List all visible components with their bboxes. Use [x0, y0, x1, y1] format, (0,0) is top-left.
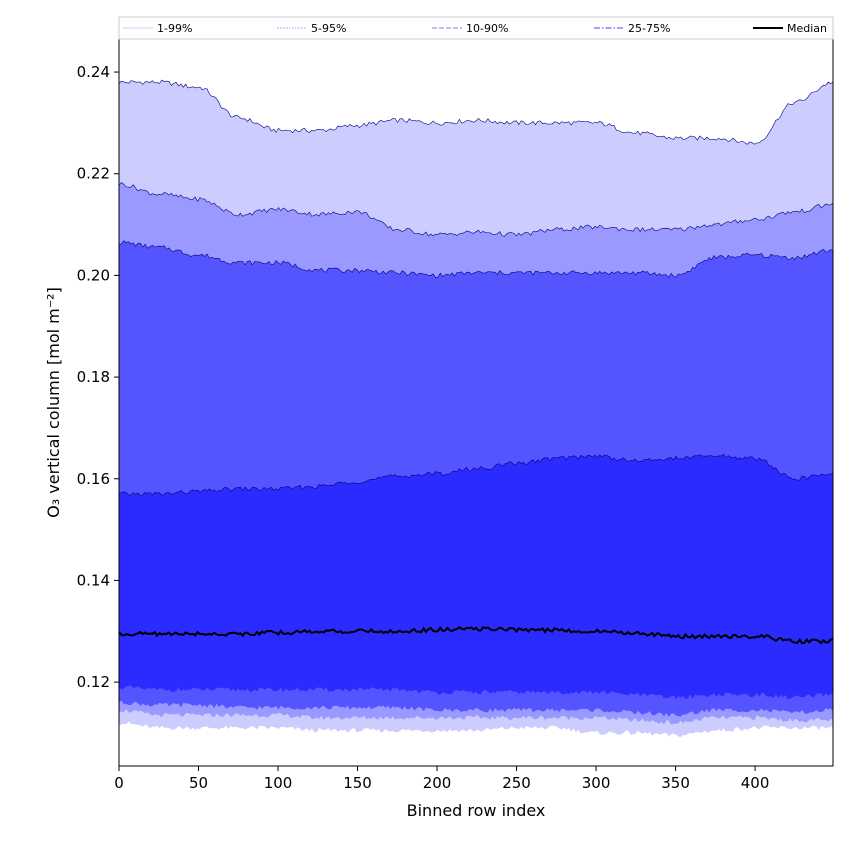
- median-layer: [118, 625, 834, 645]
- x-axis-label: Binned row index: [407, 801, 546, 820]
- x-tick-label: 350: [661, 774, 690, 792]
- band-upper-edge: [118, 79, 834, 145]
- legend-label: Median: [787, 22, 827, 35]
- x-tick-label: 100: [264, 774, 293, 792]
- median-line: [118, 625, 834, 645]
- band-upper-edge: [118, 453, 834, 497]
- y-tick-label: 0.12: [77, 673, 110, 691]
- y-tick-label: 0.24: [77, 63, 110, 81]
- x-tick-label: 150: [343, 774, 372, 792]
- x-tick-label: 300: [582, 774, 611, 792]
- y-tick-label: 0.16: [77, 470, 110, 488]
- legend-label: 1-99%: [157, 22, 192, 35]
- y-tick-label: 0.18: [77, 368, 110, 386]
- band-upper-edge: [118, 182, 834, 237]
- x-tick-label: 200: [423, 774, 452, 792]
- legend-label: 10-90%: [466, 22, 508, 35]
- x-tick-label: 400: [741, 774, 770, 792]
- bands-layer: [118, 79, 834, 738]
- x-axis: 0 50 100 150 200 250 300 350 400: [114, 766, 769, 792]
- x-tick-label: 250: [502, 774, 531, 792]
- legend-label: 25-75%: [628, 22, 670, 35]
- x-tick-label: 0: [114, 774, 124, 792]
- legend: 1-99% 5-95% 10-90% 25-75% Median: [118, 16, 834, 40]
- x-tick-label: 50: [189, 774, 208, 792]
- y-tick-label: 0.20: [77, 266, 110, 284]
- y-axis-label: O₃ vertical column [mol m⁻²]: [44, 287, 63, 518]
- band-upper-edge: [118, 240, 834, 278]
- band-area: [119, 454, 833, 700]
- y-axis: 0.12 0.14 0.16 0.18 0.20 0.22 0.24: [77, 63, 119, 691]
- legend-label: 5-95%: [311, 22, 346, 35]
- y-tick-label: 0.22: [77, 165, 110, 183]
- y-tick-label: 0.14: [77, 571, 110, 589]
- legend-box: [118, 16, 834, 40]
